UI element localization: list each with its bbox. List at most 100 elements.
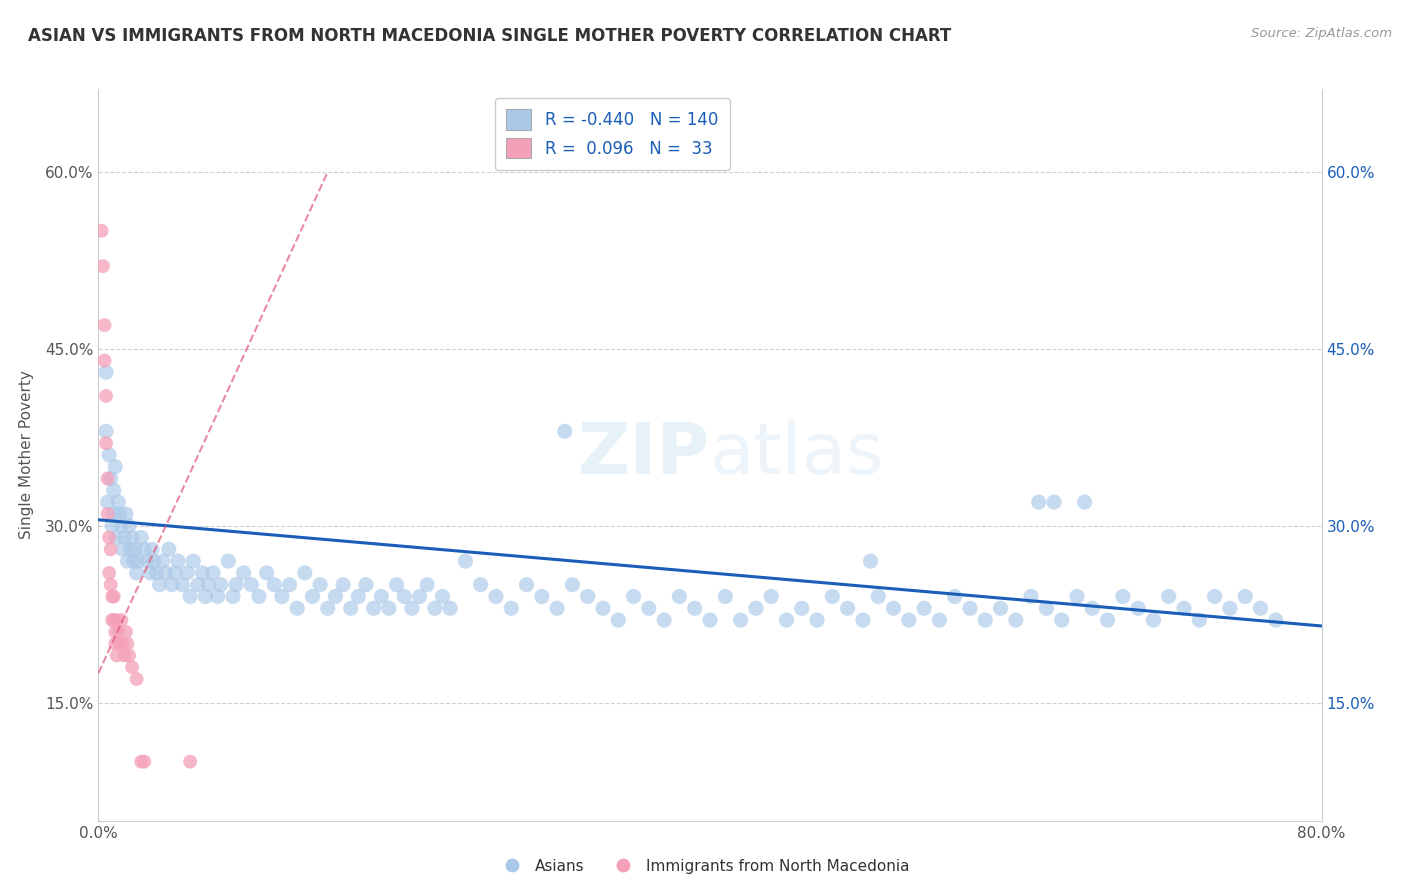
Point [943, 590, 966, 604]
Point [432, 590, 454, 604]
Point [187, 577, 209, 591]
Point [745, 601, 768, 615]
Point [110, 613, 132, 627]
Point [179, 590, 201, 604]
Point [141, 542, 163, 557]
Point [207, 590, 229, 604]
Point [516, 577, 538, 591]
Point [1249, 601, 1271, 615]
Point [124, 542, 146, 557]
Point [1264, 613, 1286, 627]
Point [112, 531, 135, 545]
Point [652, 613, 675, 627]
Point [928, 613, 950, 627]
Point [1112, 590, 1135, 604]
Y-axis label: Single Mother Poverty: Single Mother Poverty [18, 370, 34, 540]
Point [530, 590, 553, 604]
Point [1035, 601, 1057, 615]
Point [125, 672, 148, 686]
Point [1081, 601, 1104, 615]
Text: ASIAN VS IMMIGRANTS FROM NORTH MACEDONIA SINGLE MOTHER POVERTY CORRELATION CHART: ASIAN VS IMMIGRANTS FROM NORTH MACEDONIA… [28, 27, 952, 45]
Point [546, 601, 568, 615]
Point [155, 566, 177, 580]
Point [127, 554, 149, 568]
Point [1188, 613, 1211, 627]
Point [897, 613, 920, 627]
Point [852, 613, 875, 627]
Point [97, 495, 120, 509]
Point [392, 590, 416, 604]
Point [554, 425, 576, 439]
Point [974, 613, 997, 627]
Point [117, 637, 139, 651]
Point [122, 554, 145, 568]
Point [416, 577, 439, 591]
Point [1142, 613, 1164, 627]
Point [561, 577, 583, 591]
Point [990, 601, 1012, 615]
Point [157, 542, 180, 557]
Point [883, 601, 905, 615]
Point [105, 613, 128, 627]
Point [97, 471, 120, 485]
Point [118, 518, 141, 533]
Point [837, 601, 859, 615]
Point [470, 577, 492, 591]
Point [94, 425, 117, 439]
Point [103, 613, 125, 627]
Point [912, 601, 935, 615]
Text: Source: ZipAtlas.com: Source: ZipAtlas.com [1251, 27, 1392, 40]
Point [485, 590, 508, 604]
Point [1097, 613, 1119, 627]
Point [139, 566, 162, 580]
Text: ZIP: ZIP [578, 420, 710, 490]
Point [163, 566, 186, 580]
Point [179, 755, 201, 769]
Point [105, 648, 128, 663]
Point [172, 577, 194, 591]
Point [93, 318, 115, 333]
Point [129, 755, 152, 769]
Point [309, 577, 332, 591]
Point [401, 601, 423, 615]
Point [354, 577, 377, 591]
Point [108, 507, 131, 521]
Point [100, 577, 122, 591]
Point [256, 566, 278, 580]
Point [730, 613, 752, 627]
Point [1043, 495, 1066, 509]
Point [98, 448, 121, 462]
Point [104, 637, 127, 651]
Point [111, 542, 134, 557]
Point [699, 613, 721, 627]
Point [363, 601, 385, 615]
Point [232, 566, 254, 580]
Point [439, 601, 461, 615]
Point [160, 577, 183, 591]
Point [1028, 495, 1050, 509]
Point [117, 554, 139, 568]
Point [108, 637, 131, 651]
Point [103, 590, 125, 604]
Point [1073, 495, 1095, 509]
Point [136, 554, 159, 568]
Point [104, 459, 127, 474]
Point [1234, 590, 1257, 604]
Point [105, 531, 128, 545]
Point [202, 566, 225, 580]
Point [1050, 613, 1073, 627]
Point [129, 531, 152, 545]
Point [263, 577, 285, 591]
Point [191, 566, 214, 580]
Point [167, 554, 190, 568]
Point [115, 624, 138, 639]
Point [100, 471, 122, 485]
Point [959, 601, 981, 615]
Point [97, 507, 120, 521]
Point [1066, 590, 1088, 604]
Point [240, 577, 263, 591]
Point [100, 542, 122, 557]
Point [294, 566, 316, 580]
Point [332, 577, 354, 591]
Point [145, 566, 167, 580]
